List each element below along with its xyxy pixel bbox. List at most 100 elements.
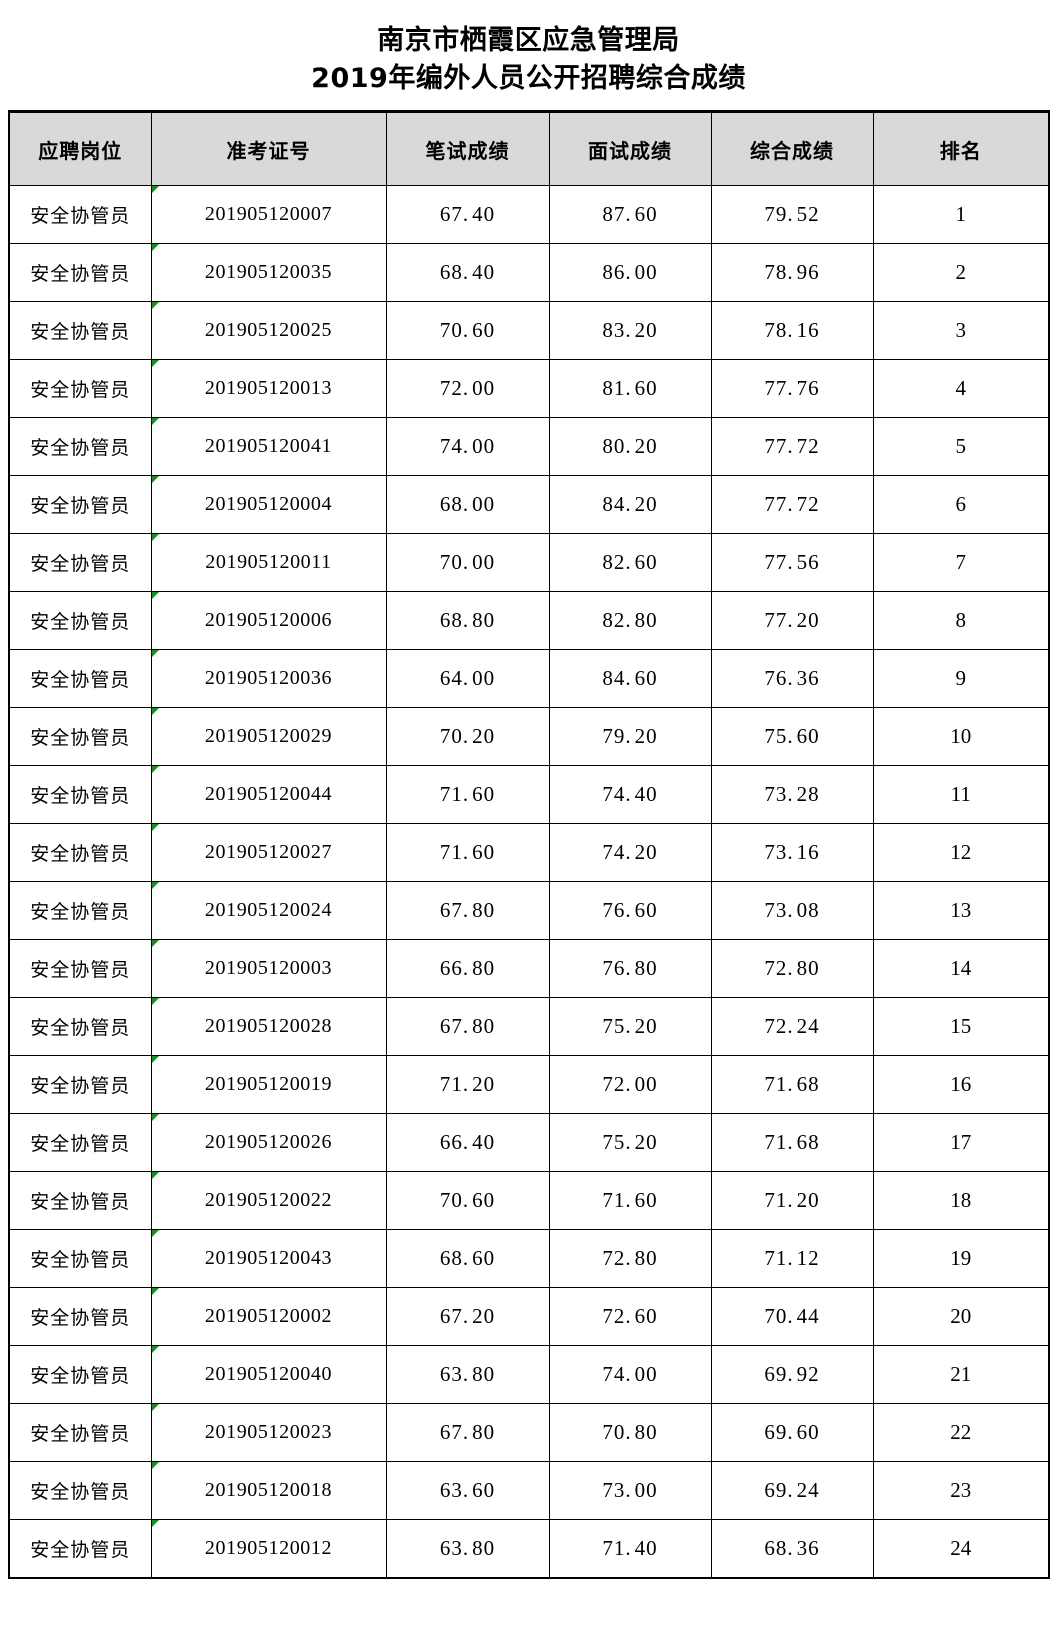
comment-indicator-icon bbox=[151, 418, 159, 425]
table-row: 安全协管员 201905120002 67. 20 72. 60 70. 44 20 bbox=[8, 1287, 1050, 1346]
cell-interview-score-text: 72. 60 bbox=[602, 1304, 658, 1328]
cell-rank: 24 bbox=[872, 1519, 1050, 1579]
cell-total-score: 77. 56 bbox=[710, 533, 874, 592]
cell-interview-score: 72. 00 bbox=[548, 1055, 712, 1114]
cell-post: 安全协管员 bbox=[8, 649, 152, 708]
column-header-rank: 排名 bbox=[872, 111, 1050, 186]
cell-rank: 8 bbox=[872, 591, 1050, 650]
cell-ticket-text: 201905120036 bbox=[204, 667, 333, 689]
cell-written-score-text: 68. 40 bbox=[439, 260, 496, 284]
cell-interview-score: 82. 80 bbox=[548, 591, 712, 650]
cell-ticket-text: 201905120004 bbox=[204, 493, 333, 515]
cell-rank: 10 bbox=[872, 707, 1050, 766]
cell-written-score: 70. 20 bbox=[385, 707, 550, 766]
cell-rank: 13 bbox=[872, 881, 1050, 940]
cell-total-score: 77. 72 bbox=[710, 417, 874, 476]
comment-indicator-icon bbox=[151, 1288, 159, 1295]
cell-written-score: 70. 60 bbox=[385, 301, 550, 360]
comment-indicator-icon bbox=[151, 244, 159, 251]
cell-total-score-text: 75. 60 bbox=[764, 724, 820, 748]
cell-ticket-text: 201905120027 bbox=[204, 841, 333, 863]
table-header-row: 应聘岗位 准考证号 笔试成绩 面试成绩 综合成绩 排名 bbox=[8, 111, 1050, 186]
cell-total-score: 78. 16 bbox=[710, 301, 874, 360]
cell-written-score: 66. 40 bbox=[385, 1113, 550, 1172]
table-body: 安全协管员 201905120007 67. 40 87. 60 79. 52 1 安全协管员 20… bbox=[8, 185, 1050, 1579]
cell-written-score-text: 68. 00 bbox=[439, 492, 496, 516]
cell-rank: 19 bbox=[872, 1229, 1050, 1288]
cell-ticket-text: 201905120044 bbox=[204, 783, 333, 805]
cell-rank: 14 bbox=[872, 939, 1050, 998]
cell-written-score: 71. 60 bbox=[385, 823, 550, 882]
cell-post: 安全协管员 bbox=[8, 417, 152, 476]
cell-written-score: 67. 20 bbox=[385, 1287, 550, 1346]
cell-written-score: 68. 60 bbox=[385, 1229, 550, 1288]
cell-interview-score: 82. 60 bbox=[548, 533, 712, 592]
table-row: 安全协管员 201905120012 63. 80 71. 40 68. 36 24 bbox=[8, 1519, 1050, 1579]
cell-ticket-text: 201905120041 bbox=[204, 435, 333, 457]
cell-total-score-text: 77. 72 bbox=[764, 492, 820, 516]
cell-total-score: 77. 76 bbox=[710, 359, 874, 418]
cell-ticket-text: 201905120025 bbox=[204, 319, 333, 341]
cell-total-score-text: 72. 24 bbox=[764, 1014, 820, 1038]
cell-post: 安全协管员 bbox=[8, 1113, 152, 1172]
cell-ticket-number: 201905120023 bbox=[150, 1403, 387, 1462]
cell-total-score: 73. 08 bbox=[710, 881, 874, 940]
cell-total-score-text: 71. 68 bbox=[764, 1072, 820, 1096]
cell-written-score-text: 70. 00 bbox=[439, 550, 496, 574]
cell-rank: 7 bbox=[872, 533, 1050, 592]
comment-indicator-icon bbox=[151, 1114, 159, 1121]
table-row: 安全协管员 201905120040 63. 80 74. 00 69. 92 21 bbox=[8, 1345, 1050, 1404]
cell-written-score-text: 71. 60 bbox=[439, 840, 496, 864]
comment-indicator-icon bbox=[151, 1056, 159, 1063]
cell-post: 安全协管员 bbox=[8, 1055, 152, 1114]
table-row: 安全协管员 201905120013 72. 00 81. 60 77. 76 4 bbox=[8, 359, 1050, 418]
comment-indicator-icon bbox=[151, 476, 159, 483]
cell-total-score-text: 77. 56 bbox=[764, 550, 820, 574]
cell-ticket-number: 201905120044 bbox=[150, 765, 387, 824]
cell-written-score: 67. 40 bbox=[385, 185, 550, 244]
title-line-1: 南京市栖霞区应急管理局 bbox=[377, 25, 680, 56]
cell-interview-score: 73. 00 bbox=[548, 1461, 712, 1520]
cell-ticket-number: 201905120022 bbox=[150, 1171, 387, 1230]
cell-written-score: 63. 80 bbox=[385, 1345, 550, 1404]
cell-total-score-text: 77. 20 bbox=[764, 608, 820, 632]
results-table-container: 应聘岗位 准考证号 笔试成绩 面试成绩 综合成绩 排名 安全协管员 2019051… bbox=[8, 110, 1050, 1579]
column-header-inter: 面试成绩 bbox=[548, 111, 712, 186]
cell-written-score-text: 68. 80 bbox=[439, 608, 496, 632]
cell-total-score: 70. 44 bbox=[710, 1287, 874, 1346]
cell-total-score-text: 69. 24 bbox=[764, 1478, 820, 1502]
cell-interview-score: 75. 20 bbox=[548, 1113, 712, 1172]
cell-post: 安全协管员 bbox=[8, 765, 152, 824]
cell-ticket-number: 201905120026 bbox=[150, 1113, 387, 1172]
cell-interview-score-text: 72. 80 bbox=[602, 1246, 658, 1270]
cell-post: 安全协管员 bbox=[8, 1229, 152, 1288]
cell-total-score-text: 69. 92 bbox=[764, 1362, 820, 1386]
table-row: 安全协管员 201905120019 71. 20 72. 00 71. 68 16 bbox=[8, 1055, 1050, 1114]
cell-interview-score: 84. 20 bbox=[548, 475, 712, 534]
cell-interview-score-text: 76. 80 bbox=[602, 956, 658, 980]
cell-written-score: 68. 80 bbox=[385, 591, 550, 650]
cell-post: 安全协管员 bbox=[8, 881, 152, 940]
cell-written-score-text: 67. 80 bbox=[439, 1014, 496, 1038]
cell-written-score-text: 67. 20 bbox=[439, 1304, 496, 1328]
cell-written-score-text: 71. 60 bbox=[439, 782, 496, 806]
comment-indicator-icon bbox=[151, 534, 159, 541]
cell-total-score-text: 73. 28 bbox=[764, 782, 820, 806]
cell-total-score: 79. 52 bbox=[710, 185, 874, 244]
cell-ticket-text: 201905120024 bbox=[204, 899, 333, 921]
table-row: 安全协管员 201905120025 70. 60 83. 20 78. 16 3 bbox=[8, 301, 1050, 360]
cell-ticket-number: 201905120007 bbox=[150, 185, 387, 244]
cell-ticket-text: 201905120013 bbox=[204, 377, 333, 399]
results-table: 应聘岗位 准考证号 笔试成绩 面试成绩 综合成绩 排名 安全协管员 2019051… bbox=[8, 110, 1050, 1579]
comment-indicator-icon bbox=[151, 940, 159, 947]
cell-interview-score: 84. 60 bbox=[548, 649, 712, 708]
table-row: 安全协管员 201905120043 68. 60 72. 80 71. 12 19 bbox=[8, 1229, 1050, 1288]
comment-indicator-icon bbox=[151, 1172, 159, 1179]
cell-ticket-number: 201905120024 bbox=[150, 881, 387, 940]
comment-indicator-icon bbox=[151, 1520, 159, 1527]
cell-interview-score: 74. 40 bbox=[548, 765, 712, 824]
cell-interview-score-text: 81. 60 bbox=[602, 376, 658, 400]
cell-written-score: 72. 00 bbox=[385, 359, 550, 418]
cell-ticket-number: 201905120036 bbox=[150, 649, 387, 708]
cell-post: 安全协管员 bbox=[8, 533, 152, 592]
